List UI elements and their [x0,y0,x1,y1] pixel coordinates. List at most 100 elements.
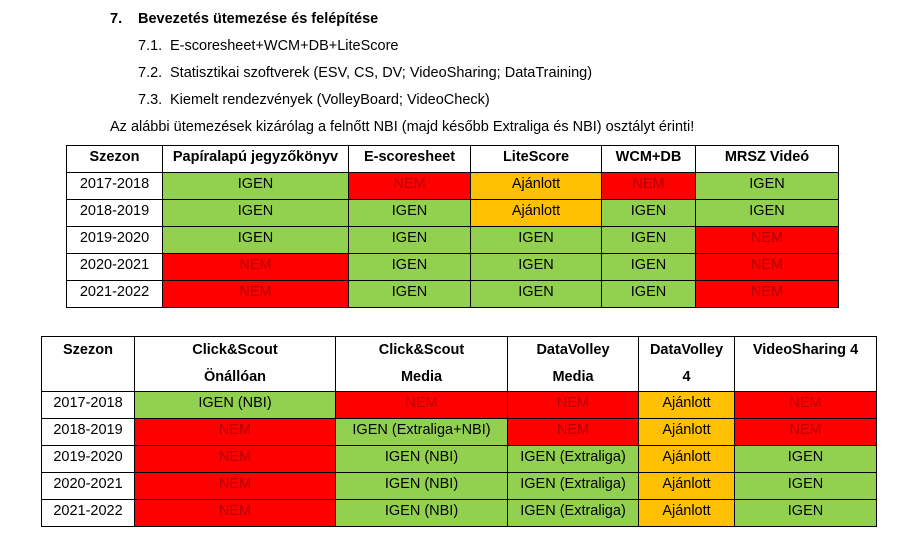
status-cell: Ajánlott [638,391,735,419]
column-header: E-scoresheet [348,145,471,173]
section-title: Bevezetés ütemezése és felépítése [138,11,379,27]
column-header-line: Önállóan [203,369,267,385]
column-header: DataVolley Media [507,336,639,392]
status-cell: NEM [507,391,639,419]
season-cell: 2018-2019 [41,418,135,446]
status-cell: IGEN (Extraliga) [507,472,639,500]
status-cell: NEM [601,172,696,200]
subsection-item: 7.1. E-scoresheet+WCM+DB+LiteScore [138,38,398,54]
status-cell: IGEN (Extraliga+NBI) [335,418,508,446]
status-cell: NEM [162,253,349,281]
season-cell: 2019-2020 [66,226,163,254]
status-cell: IGEN [470,226,602,254]
section-heading: 7. Bevezetés ütemezése és felépítése [110,11,378,27]
status-cell: IGEN [348,280,471,308]
column-header: MRSZ Videó [695,145,839,173]
column-header: VideoSharing 4 [734,336,877,392]
status-cell: IGEN [162,226,349,254]
table-row: 2017-2018 IGEN NEM Ajánlott NEM IGEN [66,172,839,200]
season-cell: 2019-2020 [41,445,135,473]
table-row: 2021-2022 NEM IGEN IGEN IGEN NEM [66,280,839,308]
season-cell: 2017-2018 [41,391,135,419]
column-header-line: VideoSharing 4 [752,342,859,358]
column-header: Papíralapú jegyzőkönyv [162,145,349,173]
column-header-line [43,364,134,391]
status-cell: NEM [162,280,349,308]
status-cell: IGEN [162,199,349,227]
subsection-text: Statisztikai szoftverek (ESV, CS, DV; Vi… [170,65,593,81]
schedule-table-1: Szezon Papíralapú jegyzőkönyv E-scoresheet… [66,145,839,308]
column-header-line: DataVolley [649,342,724,358]
subsection-text: Kiemelt rendezvények (VolleyBoard; Video… [170,92,490,108]
status-cell: IGEN [734,445,877,473]
column-header: Click&Scout Media [335,336,508,392]
column-header-line [736,364,876,391]
status-cell: IGEN [470,253,602,281]
table-row: 2020-2021 NEM IGEN (NBI) IGEN (Extraliga) Aj… [41,472,877,500]
subsection-item: 7.2. Statisztikai szoftverek (ESV, CS, DV… [138,65,592,81]
column-header: DataVolley 4 [638,336,735,392]
column-header: WCM+DB [601,145,696,173]
column-header-line: 4 [682,369,691,385]
status-cell: NEM [335,391,508,419]
subsection-text: E-scoresheet+WCM+DB+LiteScore [170,38,399,54]
status-cell: IGEN [470,280,602,308]
section-number: 7. [110,11,123,27]
status-cell: IGEN [348,253,471,281]
status-cell: IGEN [734,472,877,500]
subsection-number: 7.2. [138,65,163,81]
status-cell: NEM [134,499,336,527]
column-header-line: Szezon [63,342,113,358]
status-cell: IGEN [601,226,696,254]
season-cell: 2020-2021 [41,472,135,500]
status-cell: Ajánlott [638,418,735,446]
season-cell: 2018-2019 [66,199,163,227]
status-cell: Ajánlott [470,172,602,200]
table-row: 2018-2019 NEM IGEN (Extraliga+NBI) NEM Ajánl… [41,418,877,446]
subsection-number: 7.3. [138,92,163,108]
column-header-line: Click&Scout [378,342,465,358]
column-header-line: DataVolley [536,342,610,358]
status-cell: IGEN (NBI) [134,391,336,419]
column-header: Szezon [66,145,163,173]
season-cell: 2021-2022 [41,499,135,527]
status-cell: NEM [507,418,639,446]
status-cell: NEM [134,418,336,446]
status-cell: Ajánlott [638,445,735,473]
status-cell: NEM [134,472,336,500]
status-cell: IGEN [348,226,471,254]
status-cell: IGEN [601,253,696,281]
subsection-item: 7.3. Kiemelt rendezvények (VolleyBoard; V… [138,92,490,108]
status-cell: IGEN (NBI) [335,472,508,500]
season-cell: 2017-2018 [66,172,163,200]
status-cell: Ajánlott [638,472,735,500]
status-cell: NEM [695,253,839,281]
table-row: 2019-2020 NEM IGEN (NBI) IGEN (Extraliga) Aj… [41,445,877,473]
status-cell: NEM [695,226,839,254]
status-cell: Ajánlott [470,199,602,227]
column-header: Click&Scout Önállóan [134,336,336,392]
season-cell: 2020-2021 [66,253,163,281]
table-row: 2020-2021 NEM IGEN IGEN IGEN NEM [66,253,839,281]
column-header-line: Click&Scout [192,342,278,358]
schedule-table-2: Szezon Click&Scout Önállóan Click&Scout Med… [41,336,877,527]
scope-note: Az alábbi ütemezések kizárólag a felnőtt… [110,119,695,135]
subsection-number: 7.1. [138,38,163,54]
status-cell: IGEN [601,280,696,308]
column-header-line: Media [552,369,594,385]
status-cell: NEM [734,418,877,446]
header-row: Szezon Click&Scout Önállóan Click&Scout Med… [41,336,877,392]
status-cell: IGEN [695,199,839,227]
column-header-line: Media [400,369,443,385]
table-row: 2017-2018 IGEN (NBI) NEM NEM Ajánlott NEM [41,391,877,419]
status-cell: IGEN [734,499,877,527]
status-cell: IGEN [695,172,839,200]
status-cell: NEM [348,172,471,200]
status-cell: IGEN [348,199,471,227]
table-row: 2019-2020 IGEN IGEN IGEN IGEN NEM [66,226,839,254]
status-cell: IGEN [162,172,349,200]
table-row: 2021-2022 NEM IGEN (NBI) IGEN (Extraliga) Aj… [41,499,877,527]
status-cell: IGEN (NBI) [335,445,508,473]
status-cell: NEM [134,445,336,473]
status-cell: IGEN [601,199,696,227]
